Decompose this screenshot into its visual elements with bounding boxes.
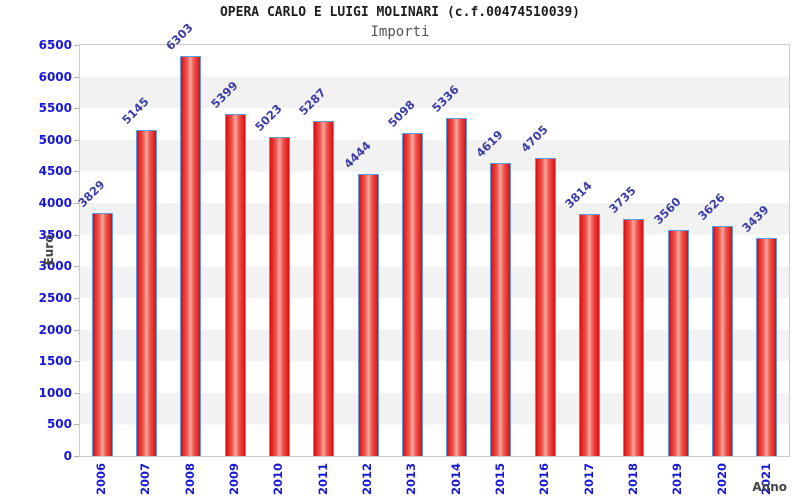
y-tick-mark xyxy=(74,329,79,331)
y-tick-label: 1000 xyxy=(38,385,72,400)
plot-area: 3829 5145 6303 5399 5023 5287 4444 5098 5336 4619… xyxy=(75,21,790,457)
y-tick-label: 4000 xyxy=(38,196,72,211)
y-tick-mark xyxy=(74,424,79,426)
y-tick-label: 5500 xyxy=(38,101,72,116)
bar xyxy=(756,237,778,456)
bar xyxy=(712,225,734,456)
y-tick-mark xyxy=(74,234,79,236)
bar-value-label: 4444 xyxy=(340,138,374,172)
bar xyxy=(446,117,468,456)
x-tick-label: 2014 xyxy=(448,463,463,496)
y-tick-label: 1500 xyxy=(38,354,72,369)
bar xyxy=(180,56,202,456)
bar-value-label: 3735 xyxy=(606,183,640,216)
y-tick-mark xyxy=(74,361,79,363)
x-tick-label: 2009 xyxy=(227,463,242,496)
x-tick-label: 2018 xyxy=(625,463,640,496)
y-tick-label: 2500 xyxy=(38,290,72,305)
x-tick-label: 2006 xyxy=(94,463,109,496)
x-tick-label: 2016 xyxy=(537,463,552,496)
bar xyxy=(313,120,335,456)
chart-title: OPERA CARLO E LUIGI MOLINARI (c.f.004745… xyxy=(219,5,581,20)
bar-value-label: 4705 xyxy=(517,121,551,155)
y-tick-mark xyxy=(74,108,79,110)
y-tick-label: 0 xyxy=(63,449,72,463)
y-tick-label: 4500 xyxy=(38,164,72,179)
x-tick-label: 2008 xyxy=(182,463,197,496)
bar xyxy=(534,157,556,456)
bar-value-label: 3560 xyxy=(650,194,684,227)
bar-value-label: 5399 xyxy=(207,78,241,111)
y-tick-mark xyxy=(74,76,79,78)
y-tick-label: 6500 xyxy=(38,38,72,52)
y-tick-label: 500 xyxy=(46,417,72,432)
y-tick-mark xyxy=(74,45,79,46)
y-tick-label: 3500 xyxy=(38,227,72,242)
bar xyxy=(357,174,379,456)
bar-value-label: 3439 xyxy=(739,202,772,235)
chart-subtitle: Importi xyxy=(370,24,430,40)
y-tick-mark xyxy=(74,392,79,394)
y-tick-mark xyxy=(74,203,79,205)
bar xyxy=(401,132,423,456)
bar-value-label: 5336 xyxy=(429,82,462,115)
x-tick-label: 2015 xyxy=(492,463,507,496)
bar xyxy=(667,229,689,456)
y-tick-mark xyxy=(74,171,79,173)
bar xyxy=(490,162,512,456)
y-tick-label: 3000 xyxy=(38,259,72,274)
y-tick-mark xyxy=(74,297,79,299)
bar xyxy=(135,129,157,456)
y-tick-label: 6000 xyxy=(38,69,72,84)
y-tick-mark xyxy=(74,139,79,141)
bar-value-label: 3829 xyxy=(74,177,108,210)
y-tick-mark xyxy=(74,266,79,268)
y-tick-mark xyxy=(74,456,79,457)
x-tick-label: 2020 xyxy=(714,463,729,496)
x-tick-label: 2010 xyxy=(271,463,286,496)
bar-value-label: 5098 xyxy=(384,97,418,130)
bar-value-label: 5287 xyxy=(296,85,329,118)
bar-value-label: 4619 xyxy=(473,127,507,160)
bar-value-label: 3626 xyxy=(695,190,728,223)
bar xyxy=(224,113,246,456)
y-axis-title: Euro xyxy=(42,234,56,266)
bar xyxy=(91,212,113,456)
x-tick-label: 2012 xyxy=(360,463,375,496)
x-tick-label: 2013 xyxy=(404,463,419,496)
y-tick-label: 2000 xyxy=(38,322,72,337)
bar-value-label: 5023 xyxy=(252,101,285,135)
x-tick-label: 2011 xyxy=(315,463,330,496)
bar xyxy=(268,137,290,456)
x-tick-label: 2017 xyxy=(581,463,596,496)
bar xyxy=(579,213,601,456)
x-tick-label: 2019 xyxy=(670,463,685,496)
bar-value-label: 5145 xyxy=(119,94,152,127)
x-tick-label: 2007 xyxy=(138,463,153,496)
y-tick-label: 5000 xyxy=(38,132,72,147)
x-axis-title: Anno xyxy=(752,480,787,494)
bar xyxy=(623,218,645,456)
bar-value-label: 3814 xyxy=(562,178,595,211)
